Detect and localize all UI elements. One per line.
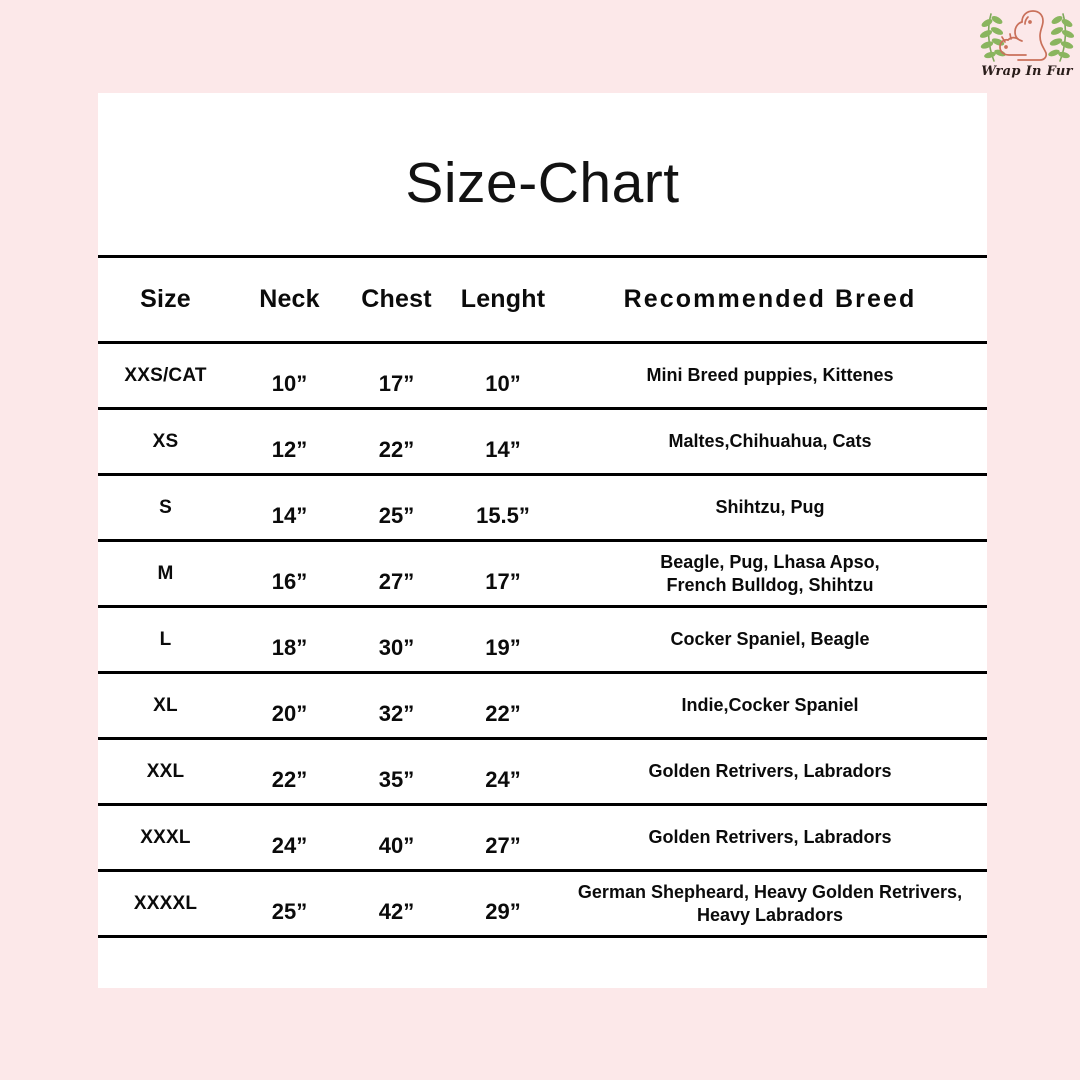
cell-breed: German Shepheard, Heavy Golden Retrivers… [577,882,963,925]
table-row: M 16” 27” 17” Beagle, Pug, Lhasa Apso, F… [98,542,987,605]
table-bottom-rule [98,935,987,938]
cell-size: XXL [146,760,185,782]
brand-logo: Wrap In Fur [978,6,1076,90]
cell-length: 19” [485,634,521,660]
row-rule [98,407,987,410]
cell-neck: 12” [271,436,308,462]
cell-size: XXXXL [133,892,198,914]
row-rule [98,869,987,872]
cell-length: 10” [485,370,521,396]
cell-breed: Indie,Cocker Spaniel [681,695,859,716]
cell-size: XL [153,694,178,716]
cell-size: XXS/CAT [124,364,207,386]
row-rule [98,473,987,476]
cell-neck: 24” [271,832,308,858]
size-chart-card: Size-Chart Size Neck Chest Lenght Recomm… [98,93,987,988]
size-table: Size Neck Chest Lenght Recommended Breed… [98,255,987,1011]
cell-neck: 14” [271,502,308,528]
row-rule [98,605,987,608]
column-header-neck: Neck [259,285,320,313]
cell-breed: Shihtzu, Pug [715,497,825,518]
table-row: XXL 22” 35” 24” Golden Retrivers, Labrad… [98,740,987,803]
cell-chest: 32” [378,700,415,726]
page-title: Size-Chart [405,151,680,215]
cell-chest: 22” [378,436,415,462]
dog-cat-laurel-icon [979,10,1075,62]
brand-name: Wrap In Fur [981,64,1073,79]
cell-chest: 30” [378,634,415,660]
column-header-length: Lenght [460,285,546,313]
table-row: XL 20” 32” 22” Indie,Cocker Spaniel [98,674,987,737]
table-row: XS 12” 22” 14” Maltes,Chihuahua, Cats [98,410,987,473]
cell-breed: Golden Retrivers, Labradors [648,761,892,782]
table-row: XXXXL 25” 42” 29” German Shepheard, Heav… [98,872,987,935]
table-header-row: Size Neck Chest Lenght Recommended Breed [98,258,987,341]
cell-size: XXXL [140,826,191,848]
cell-chest: 17” [378,370,415,396]
cell-chest: 27” [378,568,415,594]
table-row: XXXL 24” 40” 27” Golden Retrivers, Labra… [98,806,987,869]
cell-neck: 25” [271,898,308,924]
cell-neck: 22” [271,766,308,792]
cell-size: XS [152,430,179,452]
cell-breed: Cocker Spaniel, Beagle [670,629,870,650]
cell-breed: Maltes,Chihuahua, Cats [668,431,872,452]
cell-length: 22” [485,700,521,726]
cell-length: 24” [485,766,521,792]
cell-neck: 16” [271,568,308,594]
cell-length: 15.5” [476,502,530,528]
cell-chest: 35” [378,766,415,792]
column-header-chest: Chest [361,285,432,313]
column-header-size: Size [140,285,191,313]
cell-length: 29” [485,898,521,924]
row-rule [98,671,987,674]
table-row: XXS/CAT 10” 17” 10” Mini Breed puppies, … [98,344,987,407]
header-bottom-rule [98,341,987,344]
table-footer-space [98,938,987,1011]
cell-chest: 40” [378,832,415,858]
column-header-breed: Recommended Breed [623,285,917,313]
cell-chest: 42” [378,898,415,924]
table-row: L 18” 30” 19” Cocker Spaniel, Beagle [98,608,987,671]
row-rule [98,803,987,806]
table-row: S 14” 25” 15.5” Shihtzu, Pug [98,476,987,539]
row-rule [98,737,987,740]
cell-breed: Beagle, Pug, Lhasa Apso, French Bulldog,… [660,552,880,595]
cell-size: L [159,628,172,650]
cell-breed: Golden Retrivers, Labradors [648,827,892,848]
cell-length: 17” [485,568,521,594]
cell-size: M [157,562,174,584]
cell-neck: 18” [271,634,308,660]
cell-chest: 25” [378,502,415,528]
cell-neck: 10” [271,370,308,396]
table-top-rule [98,255,987,258]
cell-size: S [159,496,172,518]
cell-length: 27” [485,832,521,858]
cell-neck: 20” [271,700,308,726]
cell-breed: Mini Breed puppies, Kittenes [646,365,894,386]
row-rule [98,539,987,542]
cell-length: 14” [485,436,521,462]
